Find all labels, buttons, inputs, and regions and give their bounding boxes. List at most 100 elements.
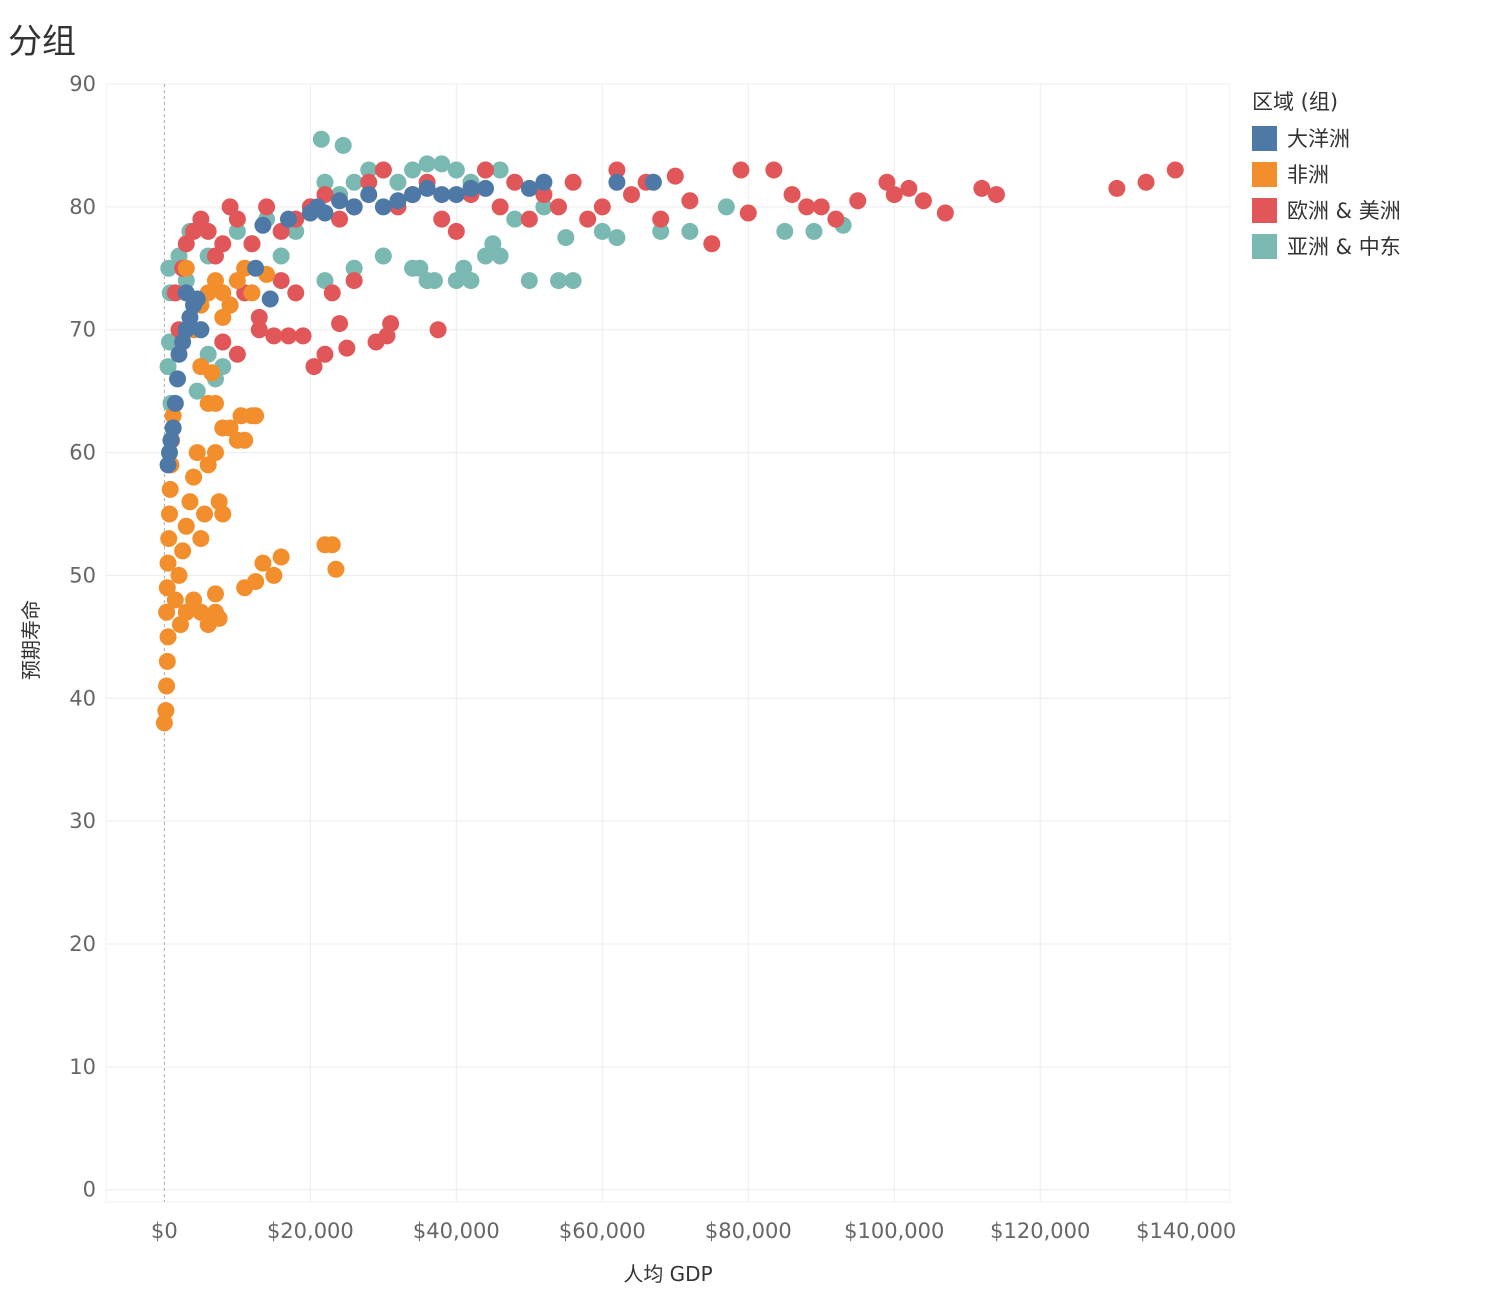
data-point[interactable]: [732, 161, 750, 179]
data-point[interactable]: [316, 173, 334, 191]
data-point[interactable]: [484, 235, 502, 253]
data-point[interactable]: [429, 321, 447, 339]
data-point[interactable]: [316, 204, 334, 222]
data-point[interactable]: [185, 468, 203, 486]
data-point[interactable]: [987, 186, 1005, 204]
data-point[interactable]: [254, 554, 272, 572]
data-point[interactable]: [254, 216, 272, 234]
data-point[interactable]: [520, 272, 538, 290]
data-point[interactable]: [374, 198, 392, 216]
data-point[interactable]: [247, 573, 265, 591]
data-point[interactable]: [159, 554, 177, 572]
data-point[interactable]: [681, 192, 699, 210]
data-point[interactable]: [973, 179, 991, 197]
data-point[interactable]: [287, 222, 305, 240]
data-point[interactable]: [447, 161, 465, 179]
data-point[interactable]: [418, 155, 436, 173]
data-point[interactable]: [433, 210, 451, 228]
data-point[interactable]: [159, 358, 177, 376]
data-point[interactable]: [462, 272, 480, 290]
data-point[interactable]: [316, 272, 334, 290]
data-point[interactable]: [1137, 173, 1155, 191]
data-point[interactable]: [272, 548, 290, 566]
data-point[interactable]: [228, 210, 246, 228]
data-point[interactable]: [477, 161, 495, 179]
data-point[interactable]: [210, 609, 228, 627]
data-point[interactable]: [491, 198, 509, 216]
legend-item-africa[interactable]: 非洲: [1252, 156, 1401, 192]
data-point[interactable]: [160, 530, 178, 548]
data-point[interactable]: [166, 591, 184, 609]
data-point[interactable]: [206, 394, 224, 412]
data-point[interactable]: [206, 272, 224, 290]
data-point[interactable]: [158, 677, 176, 695]
data-point[interactable]: [520, 179, 538, 197]
data-point[interactable]: [177, 259, 195, 277]
data-point[interactable]: [192, 530, 210, 548]
data-point[interactable]: [160, 333, 178, 351]
data-point[interactable]: [593, 198, 611, 216]
data-point[interactable]: [557, 229, 575, 247]
data-point[interactable]: [159, 628, 177, 646]
data-point[interactable]: [878, 173, 896, 191]
data-point[interactable]: [550, 198, 568, 216]
data-point[interactable]: [491, 161, 509, 179]
data-point[interactable]: [177, 235, 195, 253]
data-point[interactable]: [374, 161, 392, 179]
data-point[interactable]: [681, 222, 699, 240]
data-point[interactable]: [900, 179, 918, 197]
data-point[interactable]: [181, 493, 199, 511]
data-point[interactable]: [425, 272, 443, 290]
data-point[interactable]: [389, 173, 407, 191]
data-point[interactable]: [535, 198, 553, 216]
data-point[interactable]: [506, 210, 524, 228]
legend-item-oceania[interactable]: 大洋洲: [1252, 120, 1401, 156]
data-point[interactable]: [177, 517, 195, 535]
data-point[interactable]: [506, 173, 524, 191]
data-point[interactable]: [185, 222, 203, 240]
data-point[interactable]: [579, 210, 597, 228]
data-point[interactable]: [404, 259, 422, 277]
data-point[interactable]: [608, 173, 626, 191]
data-point[interactable]: [265, 327, 283, 345]
data-point[interactable]: [294, 327, 312, 345]
data-point[interactable]: [177, 603, 195, 621]
data-point[interactable]: [316, 345, 334, 363]
data-point[interactable]: [206, 585, 224, 603]
data-point[interactable]: [272, 247, 290, 265]
data-point[interactable]: [374, 247, 392, 265]
data-point[interactable]: [158, 579, 176, 597]
data-point[interactable]: [188, 382, 206, 400]
data-point[interactable]: [214, 235, 232, 253]
data-point[interactable]: [258, 198, 276, 216]
data-point[interactable]: [776, 222, 794, 240]
data-point[interactable]: [250, 308, 268, 326]
data-point[interactable]: [316, 186, 334, 204]
data-point[interactable]: [166, 394, 184, 412]
data-point[interactable]: [221, 198, 239, 216]
data-point[interactable]: [305, 358, 323, 376]
data-point[interactable]: [564, 272, 582, 290]
data-point[interactable]: [192, 321, 210, 339]
data-point[interactable]: [158, 652, 176, 670]
data-point[interactable]: [404, 186, 422, 204]
data-point[interactable]: [188, 444, 206, 462]
data-point[interactable]: [477, 247, 495, 265]
data-point[interactable]: [703, 235, 721, 253]
data-point[interactable]: [331, 210, 349, 228]
data-point[interactable]: [447, 222, 465, 240]
data-point[interactable]: [389, 192, 407, 210]
data-point[interactable]: [164, 419, 182, 437]
data-point[interactable]: [1166, 161, 1184, 179]
data-point[interactable]: [360, 186, 378, 204]
data-point[interactable]: [477, 179, 495, 197]
data-point[interactable]: [247, 407, 265, 425]
data-point[interactable]: [535, 173, 553, 191]
data-point[interactable]: [914, 192, 932, 210]
data-point[interactable]: [455, 259, 473, 277]
data-point[interactable]: [608, 161, 626, 179]
data-point[interactable]: [345, 272, 363, 290]
data-point[interactable]: [312, 130, 330, 148]
data-point[interactable]: [1108, 179, 1126, 197]
data-point[interactable]: [608, 229, 626, 247]
